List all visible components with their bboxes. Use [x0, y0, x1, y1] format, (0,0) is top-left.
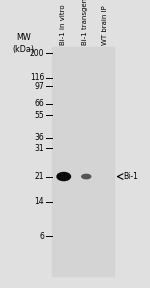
Text: 97: 97 [34, 82, 44, 91]
Text: 66: 66 [34, 99, 44, 108]
Text: 200: 200 [30, 49, 44, 58]
Text: 31: 31 [35, 144, 44, 153]
Ellipse shape [57, 173, 70, 181]
Text: Bi-1 transgenic brain: Bi-1 transgenic brain [82, 0, 88, 45]
Text: (kDa): (kDa) [12, 45, 34, 54]
Text: 55: 55 [34, 111, 44, 120]
Text: 6: 6 [39, 232, 44, 241]
Text: 116: 116 [30, 73, 44, 82]
Text: Bi-1 in vitro: Bi-1 in vitro [60, 4, 66, 45]
Text: 21: 21 [35, 172, 44, 181]
Ellipse shape [82, 175, 91, 179]
Bar [52, 47, 114, 276]
Text: 36: 36 [34, 133, 44, 142]
Text: Bi-1: Bi-1 [124, 172, 139, 181]
Text: MW: MW [16, 33, 31, 42]
Text: WT brain IP: WT brain IP [102, 5, 108, 45]
Text: 14: 14 [35, 197, 44, 206]
